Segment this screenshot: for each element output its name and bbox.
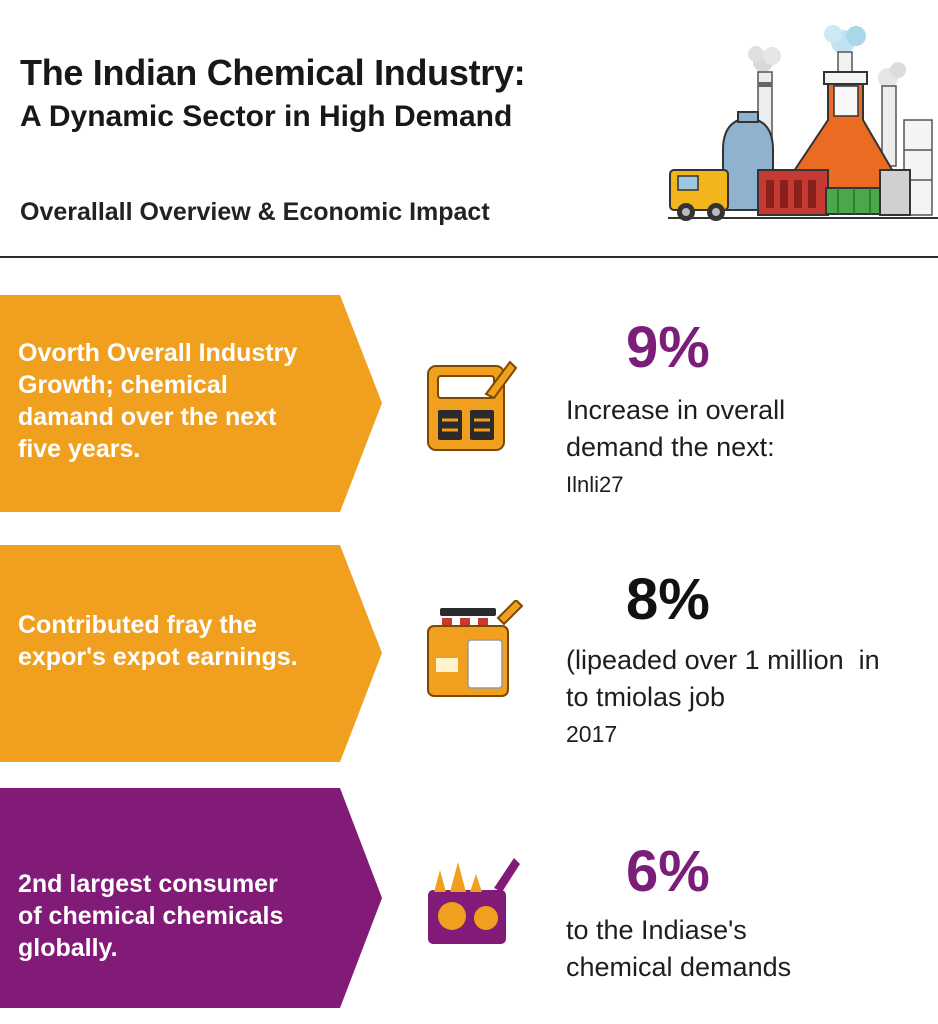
stat-line: 2017 [566,721,618,747]
chevron-line: expor's expot earnings. [18,643,298,671]
stat-description: Increase in overall demand the next: Iln… [566,392,785,503]
exports-chevron: Contributed fray the expor's expot earni… [0,545,382,762]
chevron-line: Ovorth Overall Industry [18,339,298,367]
chevron-line: Contributed fray the [18,611,257,639]
chevron-text: Contributed fray the expor's expot earni… [18,609,298,673]
chevron-text: 2nd largest consumer of chemical chemica… [18,868,283,964]
chevron-shape [0,545,382,762]
stat-line: demand the next: [566,432,775,462]
chevron-line: globally. [18,934,118,962]
chemical-factory-icon [668,25,938,221]
chevron-line: damand over the next [18,403,277,431]
stat-description: to the Indiase's chemical demands [566,912,791,986]
stat-value: 6% [626,839,710,904]
stat-value: 8% [626,567,710,632]
stat-line: Ilnli27 [566,472,624,497]
section-heading: Overallall Overview & Economic Impact [20,198,490,226]
chevron-shape [0,788,382,1008]
page-subtitle: A Dynamic Sector in High Demand [20,100,513,133]
flasks-icon [428,858,520,944]
chevron-shape [0,295,382,512]
stat-value: 9% [626,315,710,380]
chevron-line: Growth; chemical [18,371,228,399]
chevron-line: 2nd largest consumer [18,870,278,898]
page-title: The Indian Chemical Industry: [20,52,526,93]
consumer-chevron: 2nd largest consumer of chemical chemica… [0,788,382,1008]
chevron-text: Ovorth Overall Industry Growth; chemical… [18,337,297,465]
stat-line: Increase in overall [566,395,786,425]
battery-pack-icon [427,600,524,697]
stat-line: chemical demands [566,952,792,982]
growth-chevron: Ovorth Overall Industry Growth; chemical… [0,295,382,512]
stat-line: to the Indiase's [566,915,747,945]
header-divider [0,256,938,258]
stat-line: to tmiolas job [566,682,726,712]
stat-line: (lipeaded over 1 million in [566,645,880,675]
calculator-icon [427,360,518,451]
chevron-line: of chemical chemicals [18,902,284,930]
stat-description: (lipeaded over 1 million in to tmiolas j… [566,642,880,753]
chevron-line: five years. [18,435,141,463]
